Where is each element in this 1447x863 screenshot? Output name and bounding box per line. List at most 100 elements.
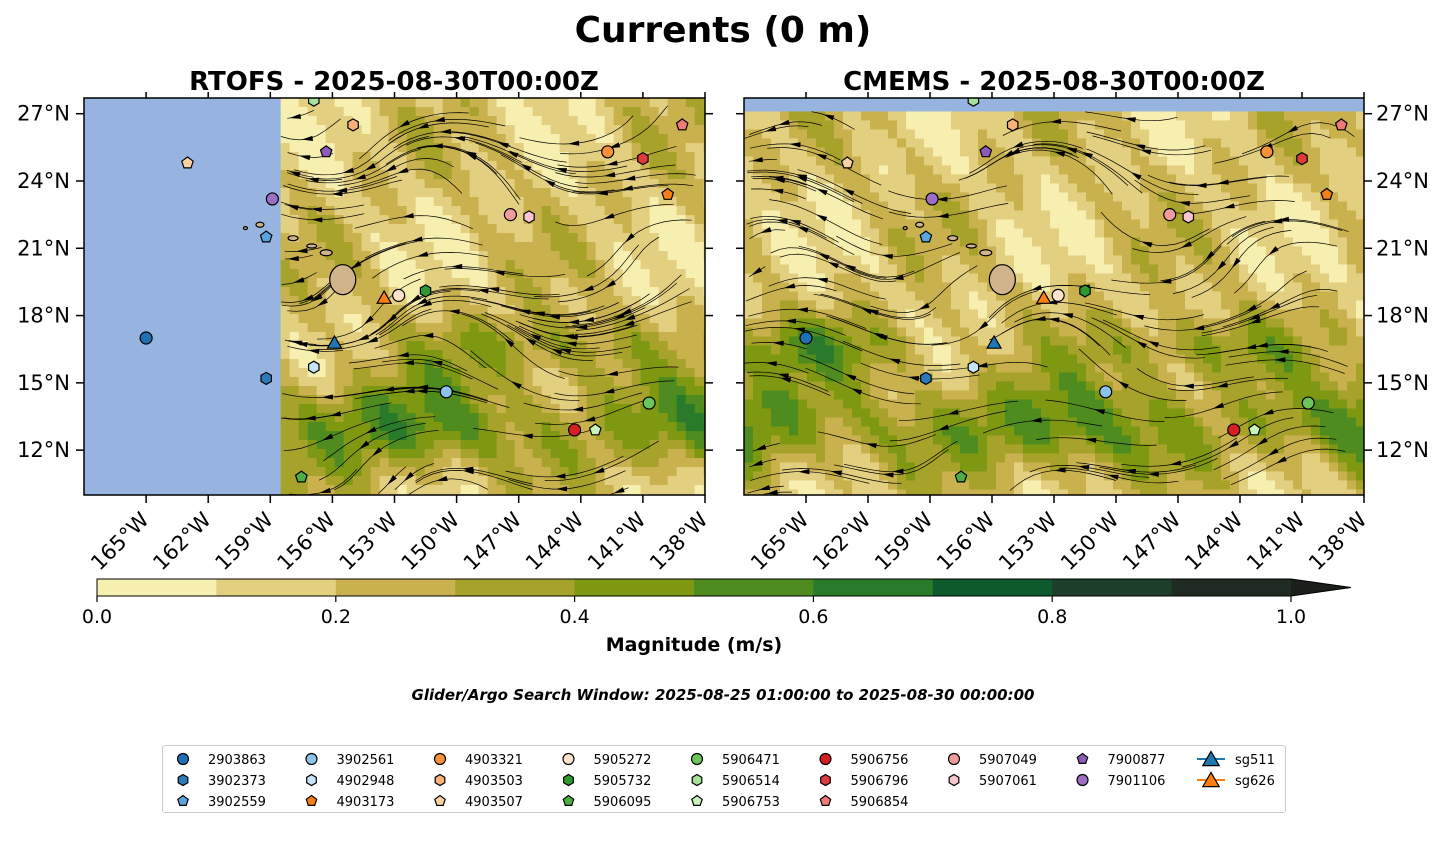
field-cell: [388, 305, 399, 315]
field-cell: [816, 210, 826, 221]
field-cell: [451, 386, 462, 396]
field-cell: [870, 120, 880, 131]
field-cell: [1158, 120, 1168, 131]
field-cell: [532, 323, 543, 333]
field-cell: [1086, 336, 1096, 347]
field-cell: [577, 98, 588, 108]
field-cell: [1203, 435, 1213, 446]
field-cell: [487, 440, 498, 450]
field-cell: [843, 381, 853, 392]
streamline-arrow: [624, 233, 635, 243]
field-cell: [1158, 210, 1168, 221]
field-cell: [879, 336, 889, 347]
streamline-arrow: [521, 433, 533, 439]
field-cell: [541, 395, 552, 405]
field-cell: [960, 480, 970, 491]
field-cell: [780, 318, 790, 329]
field-cell: [861, 201, 871, 212]
field-cell: [361, 485, 372, 495]
field-cell: [942, 264, 952, 275]
field-cell: [744, 219, 754, 230]
field-cell: [649, 242, 660, 252]
field-cell: [906, 399, 916, 410]
streamline: [310, 241, 418, 302]
field-cell: [298, 251, 309, 261]
field-cell: [451, 215, 462, 225]
field-cell: [1230, 174, 1240, 185]
x-tick-label: 162°W: [148, 507, 216, 575]
field-cell: [816, 453, 826, 464]
field-cell: [1131, 417, 1141, 428]
field-cell: [541, 197, 552, 207]
streamline-arrow: [567, 140, 580, 146]
field-cell: [1203, 165, 1213, 176]
field-cell: [1032, 309, 1042, 320]
field-cell: [604, 278, 615, 288]
field-cell: [487, 323, 498, 333]
field-cell: [1239, 282, 1249, 293]
field-cell: [1077, 489, 1087, 495]
field-cell: [1158, 399, 1168, 410]
field-cell: [861, 156, 871, 167]
field-cell: [397, 296, 408, 306]
field-cell: [361, 341, 372, 351]
field-cell: [1077, 291, 1087, 302]
field-cell: [1095, 327, 1105, 338]
field-cell: [406, 206, 417, 216]
field-cell: [924, 462, 934, 473]
field-cell: [397, 152, 408, 162]
field-cell: [469, 260, 480, 270]
field-cell: [1104, 237, 1114, 248]
field-cell: [960, 282, 970, 293]
field-cell: [568, 134, 579, 144]
field-cell: [658, 143, 669, 153]
field-cell: [1032, 444, 1042, 455]
field-cell: [1167, 246, 1177, 257]
field-cell: [523, 467, 534, 477]
field-cell: [1230, 282, 1240, 293]
field-cell: [762, 246, 772, 257]
field-cell: [798, 147, 808, 158]
field-cell: [1050, 462, 1060, 473]
field-cell: [996, 480, 1006, 491]
field-cell: [622, 125, 633, 135]
field-cell: [789, 309, 799, 320]
field-cell: [397, 323, 408, 333]
field-cell: [1221, 453, 1231, 464]
field-cell: [379, 413, 390, 423]
field-cell: [577, 161, 588, 171]
field-cell: [568, 170, 579, 180]
field-cell: [1023, 174, 1033, 185]
field-cell: [915, 183, 925, 194]
field-cell: [1113, 327, 1123, 338]
field-cell: [523, 224, 534, 234]
field-cell: [550, 296, 561, 306]
field-cell: [915, 129, 925, 140]
field-cell: [415, 260, 426, 270]
field-cell: [307, 332, 318, 342]
field-cell: [978, 372, 988, 383]
streamline: [500, 154, 615, 193]
field-cell: [1185, 138, 1195, 149]
field-cell: [915, 165, 925, 176]
field-cell: [762, 120, 772, 131]
field-cell: [694, 188, 705, 198]
field-cell: [1077, 372, 1087, 383]
field-cell: [1032, 255, 1042, 266]
field-cell: [460, 368, 471, 378]
field-cell: [861, 462, 871, 473]
field-cell: [649, 125, 660, 135]
field-cell: [505, 440, 516, 450]
field-cell: [658, 134, 669, 144]
field-cell: [370, 107, 381, 117]
field-cell: [316, 98, 327, 108]
field-cell: [861, 237, 871, 248]
field-cell: [870, 219, 880, 230]
field-cell: [1266, 201, 1276, 212]
field-cell: [1050, 237, 1060, 248]
field-cell: [870, 318, 880, 329]
field-cell: [631, 269, 642, 279]
field-cell: [487, 251, 498, 261]
field-cell: [334, 413, 345, 423]
field-cell: [798, 417, 808, 428]
